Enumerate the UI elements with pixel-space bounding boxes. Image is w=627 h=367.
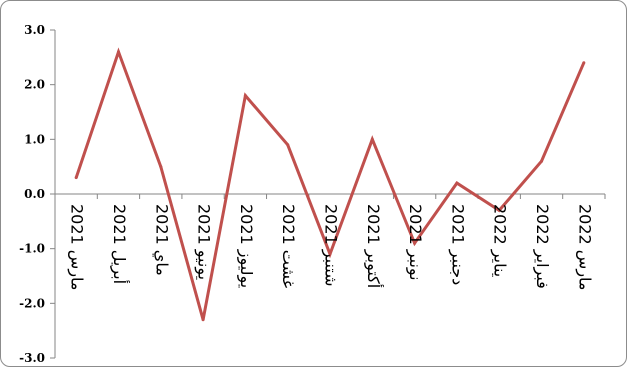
y-tick-label: -1.0 xyxy=(19,242,45,256)
y-tick-label: 3.0 xyxy=(24,23,45,37)
y-tick-label: 1.0 xyxy=(24,132,45,146)
x-tick-label: أكتوبر 2021 xyxy=(363,204,384,288)
x-tick-label: ماي 2021 xyxy=(151,204,171,276)
x-tick-label: دجنبر 2021 xyxy=(447,204,467,285)
data-point xyxy=(286,143,290,147)
x-tick-label: يونيو 2021 xyxy=(194,204,214,280)
labels: 3.0 2.0 1.0 0.0 -1.0 -2.0 -3.0 مارس 2021 أبريل 2… xyxy=(19,23,594,365)
data-point xyxy=(116,50,120,54)
x-tick-label: مارس 2021 xyxy=(67,204,87,291)
x-tick-label: يناير 2022 xyxy=(490,204,510,277)
x-tick-label: يوليوز 2021 xyxy=(236,204,256,288)
x-tick-label: شتنبر 2021 xyxy=(321,204,341,287)
x-tick-label: أبريل 2021 xyxy=(109,204,130,284)
y-tick-label: -2.0 xyxy=(19,296,45,310)
data-point xyxy=(497,208,501,212)
data-point xyxy=(413,241,417,245)
data-point xyxy=(540,159,544,163)
x-tick-label: نونبر 2021 xyxy=(405,204,425,281)
y-tick-label: -3.0 xyxy=(19,351,45,365)
x-tick-label: مارس 2022 xyxy=(574,204,594,291)
data-point xyxy=(328,252,332,256)
axes xyxy=(50,29,606,359)
y-tick-label: 2.0 xyxy=(24,78,45,92)
data-point xyxy=(159,165,163,169)
data-point xyxy=(370,137,374,141)
y-tick-label: 0.0 xyxy=(24,187,45,201)
data-point xyxy=(582,61,586,65)
data-point xyxy=(243,94,247,98)
series xyxy=(74,47,586,322)
data-point xyxy=(201,318,205,322)
data-point xyxy=(455,181,459,185)
data-point xyxy=(74,176,78,180)
x-tick-label: غشت 2021 xyxy=(279,204,298,288)
x-tick-label: فبراير 2022 xyxy=(532,204,552,289)
